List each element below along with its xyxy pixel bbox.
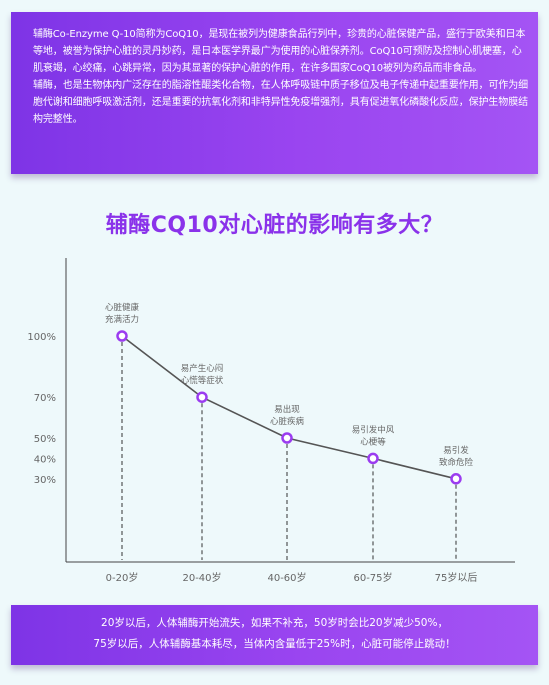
data-point [450,473,462,485]
x-tick-label: 60-75岁 [353,571,392,584]
data-point [116,330,128,342]
point-annotation: 充满活力 [105,314,139,325]
intro-panel: 辅酶Co-Enzyme Q-10简称为CoQ10，是现在被列为健康食品行列中，珍… [11,12,538,174]
intro-paragraph-2: 辅酶，也是生物体内广泛存在的脂溶性醌类化合物，在人体呼吸链中质子移位及电子传递中… [33,80,528,125]
point-annotation: 易产生心闷 [181,363,224,374]
x-tick-label: 40-60岁 [267,571,306,584]
point-annotation: 致命危险 [439,457,474,468]
chart-title: 辅酶CQ10对心脏的影响有多大？ [105,213,444,238]
footer-line-1: 20岁以后，人体辅酶开始流失，如果不补充，50岁时会比20岁减少50%， [101,617,448,629]
y-tick-label: 70% [34,393,56,404]
intro-paragraph-1: 辅酶Co-Enzyme Q-10简称为CoQ10，是现在被列为健康食品行列中，珍… [33,29,526,74]
footer-line-2: 75岁以后，人体辅酶基本耗尽，当体内含量低于25%时，心脏可能停止跳动！ [93,638,456,650]
point-annotation: 易引发中风 [352,424,395,435]
line-chart: 100% 70% 50% 40% 30% 0-20岁 20-40岁 40-60岁 60-75岁 7… [27,258,515,584]
x-tick-label: 75岁以后 [435,571,478,584]
data-point [281,432,293,444]
point-annotation: 易出现 [274,404,300,415]
x-tick-label: 20-40岁 [182,571,221,584]
y-tick-label: 50% [34,434,56,445]
point-annotation: 心脏健康 [105,302,140,313]
point-annotation: 心梗等 [360,436,386,447]
y-tick-label: 30% [34,475,56,486]
data-point [196,391,208,403]
y-tick-label: 100% [27,332,56,343]
footer-panel: 20岁以后，人体辅酶开始流失，如果不补充，50岁时会比20岁减少50%， 75岁… [11,605,538,665]
x-tick-label: 0-20岁 [106,571,139,584]
point-annotation: 心脏疾病 [270,416,305,427]
point-annotation: 易引发 [443,445,469,456]
y-tick-label: 40% [34,454,56,465]
data-point [367,452,379,465]
point-annotation: 心慌等症状 [181,375,224,386]
